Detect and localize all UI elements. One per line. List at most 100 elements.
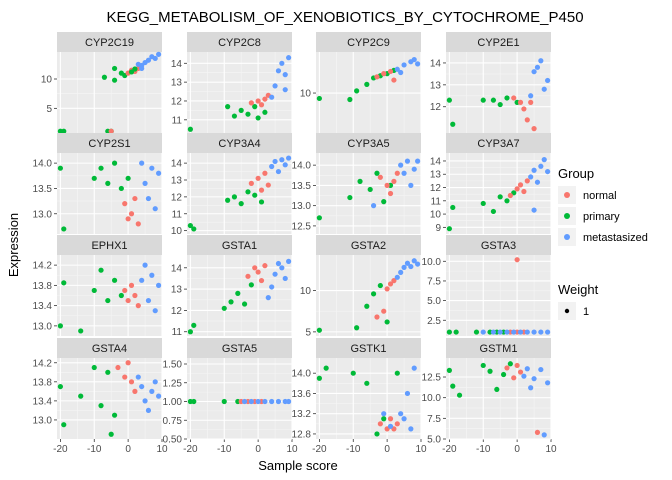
data-point [258,187,265,193]
data-point [404,158,411,164]
data-point [252,104,258,110]
data-point [545,329,551,335]
data-point [391,278,397,284]
y-tick-label: 13.4 [33,301,53,312]
y-tick-label: 11 [172,115,183,126]
legend-weight-title: Weight [558,282,599,297]
facet-strip-label: GSTA5 [222,343,257,355]
data-point [398,269,404,275]
data-point [269,163,275,170]
legend-entry-normal: normal [558,186,617,204]
y-tick-label: 12 [171,96,183,107]
data-point [387,281,394,287]
legend-weight-label: 1 [583,306,589,318]
data-point [446,226,452,232]
data-point [275,168,282,175]
data-point [252,192,258,198]
data-point [497,101,503,108]
data-point [145,57,152,63]
data-point [238,201,244,207]
data-point [538,366,544,373]
panel-background [187,153,292,234]
facet-gstk1: GSTK1 -20 -10 0 10 12.8 13.2 13.6 14.0 [292,338,427,455]
data-point [490,208,497,215]
facet-gstm1: GSTM1 -20 -10 0 10 5.0 7.5 10.0 12.5 [422,338,557,455]
y-tick-label: 12.5 [422,373,442,384]
data-point [408,263,414,270]
data-point [517,99,524,105]
data-point [381,308,387,314]
data-point [135,374,141,380]
data-point [152,206,158,212]
y-tick-label: 5.0 [427,296,441,307]
data-point [272,83,278,89]
data-point [279,265,285,271]
facet-strip [57,133,162,153]
data-point [91,175,97,181]
legend-entry-metastasized: metastasized [558,228,648,246]
data-point [245,189,251,195]
facet-strip [316,32,421,52]
data-point [61,280,67,286]
data-point [187,126,193,132]
y-tick-label: 14.0 [292,161,312,172]
data-point [108,128,114,134]
data-point [132,292,138,299]
data-point [524,329,530,335]
data-point [487,368,493,374]
data-point [391,178,397,184]
panel-background [57,358,162,439]
data-point [517,369,524,375]
data-point [401,264,407,270]
data-point [145,195,152,202]
data-point [248,282,254,288]
x-tick-label: 0 [514,444,520,455]
facet-strip [187,133,292,153]
y-tick-label: 14.2 [33,358,53,369]
data-point [377,174,383,180]
data-point [101,74,108,80]
data-point [272,158,278,165]
y-tick-label: 10 [430,210,442,221]
data-point [57,323,63,329]
y-tick-label: 14 [171,263,183,274]
y-tick-label: 13 [171,285,183,296]
data-point [398,69,404,76]
facet-strip-label: CYP3A7 [477,138,519,150]
legend-entry-label: primary [583,211,620,223]
data-point [122,287,128,294]
data-point [231,113,238,119]
data-point [78,328,84,334]
y-tick-label: 12 [171,306,183,317]
data-point [135,303,141,309]
facet-gsta3: GSTA3 2.5 5.0 7.5 10.0 [422,235,552,336]
data-point [191,226,197,232]
data-point [191,322,197,328]
data-point [255,398,261,405]
y-tick-label: 14.0 [33,159,53,170]
data-point [125,297,131,304]
facet-strip-label: GSTA4 [92,343,127,355]
data-point [534,429,541,435]
data-point [142,262,148,268]
data-point [377,282,383,289]
data-point [531,207,537,213]
data-point [135,61,141,67]
data-point [381,71,387,77]
data-point [78,393,84,399]
data-point [152,379,158,385]
data-point [384,182,390,188]
data-point [111,412,118,418]
data-point [245,273,251,279]
facet-ephx1: EPHX1 13.0 13.4 13.8 14.2 [33,235,163,336]
data-point [415,61,421,67]
data-point [122,374,128,380]
data-point [384,319,390,325]
x-tick-label: -10 [87,444,102,455]
data-point [364,303,370,309]
legend-swatch [564,213,570,219]
data-point [528,385,534,391]
data-point [132,195,138,202]
data-point [370,291,377,297]
data-point [538,329,544,335]
